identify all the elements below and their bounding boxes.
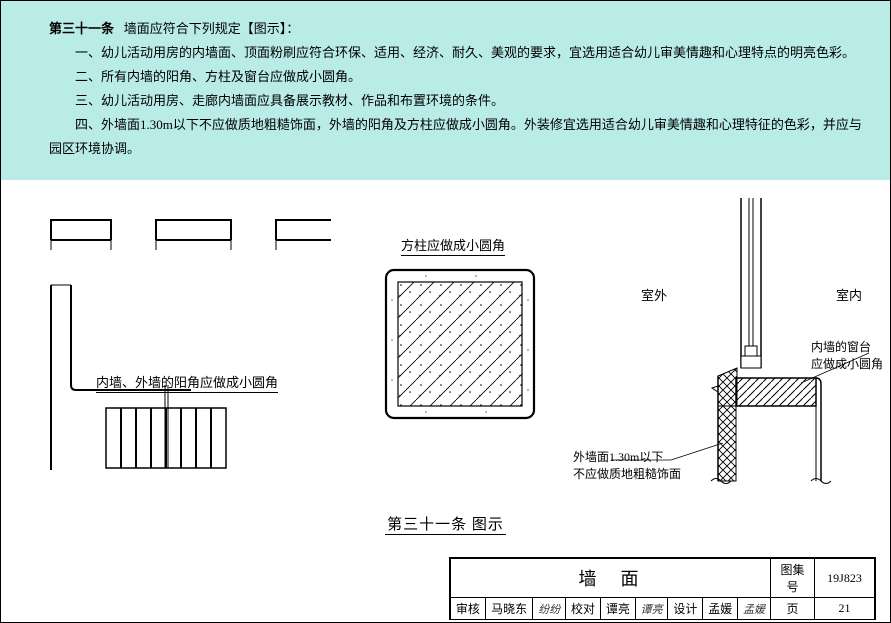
label-column-rounded: 方柱应做成小圆角 bbox=[401, 235, 505, 256]
label-sill-1: 内墙的窗台 bbox=[811, 338, 871, 355]
wall-corner-diagram bbox=[41, 210, 341, 490]
label-corner-rounded: 内墙、外墙的阳角应做成小圆角 bbox=[96, 372, 278, 393]
article-number: 第三十一条 bbox=[49, 21, 114, 36]
set-number: 19J823 bbox=[815, 559, 875, 598]
article-lead: 第三十一条 墙面应符合下列规定【图示】： bbox=[49, 17, 862, 41]
lbl-review: 审核 bbox=[451, 598, 486, 620]
sig-check: 谭亮 bbox=[635, 598, 668, 620]
column-section-diagram bbox=[376, 260, 556, 440]
name-check: 谭亮 bbox=[600, 598, 635, 620]
sig-review: 纷纷 bbox=[533, 598, 566, 620]
sheet-title: 墙面 bbox=[451, 559, 771, 598]
sig-design: 孟媛 bbox=[738, 598, 771, 620]
label-outdoor: 室外 bbox=[641, 285, 667, 304]
label-indoor: 室内 bbox=[836, 285, 862, 304]
name-review: 马晓东 bbox=[485, 598, 533, 620]
regulation-text-block: 第三十一条 墙面应符合下列规定【图示】： 一、幼儿活动用房的内墙面、顶面粉刷应符… bbox=[1, 1, 890, 180]
diagram-area: 方柱应做成小圆角 内墙、外墙的阳角应做成小圆角 室外 室内 内墙的窗台 应做成小… bbox=[1, 180, 890, 505]
page-label: 页 bbox=[771, 598, 815, 620]
title-block: 墙面 图集号 19J823 审核 马晓东 纷纷 校对 谭亮 谭亮 设计 孟媛 孟… bbox=[449, 557, 876, 620]
name-design: 孟媛 bbox=[703, 598, 738, 620]
label-sill-2: 应做成小圆角 bbox=[811, 355, 883, 372]
paragraph-1: 一、幼儿活动用房的内墙面、顶面粉刷应符合环保、适用、经济、耐久、美观的要求，宜选… bbox=[49, 41, 862, 65]
paragraph-3: 三、幼儿活动用房、走廊内墙面应具备展示教材、作品和布置环境的条件。 bbox=[49, 89, 862, 113]
label-exterior-2: 不应做质地粗糙饰面 bbox=[573, 465, 681, 482]
set-label: 图集号 bbox=[771, 559, 815, 598]
article-lead-text: 墙面应符合下列规定【图示】： bbox=[124, 21, 300, 36]
page-number: 21 bbox=[815, 598, 875, 620]
paragraph-2: 二、所有内墙的阳角、方柱及窗台应做成小圆角。 bbox=[49, 65, 862, 89]
paragraph-4: 四、外墙面1.30m以下不应做质地粗糙饰面，外墙的阳角及方柱应做成小圆角。外装修… bbox=[49, 113, 862, 161]
lbl-design: 设计 bbox=[668, 598, 703, 620]
figure-caption-text: 第三十一条 图示 bbox=[385, 517, 506, 535]
lbl-check: 校对 bbox=[566, 598, 601, 620]
label-exterior-1: 外墙面1.30m以下 bbox=[573, 448, 663, 465]
figure-caption: 第三十一条 图示 bbox=[1, 513, 890, 534]
